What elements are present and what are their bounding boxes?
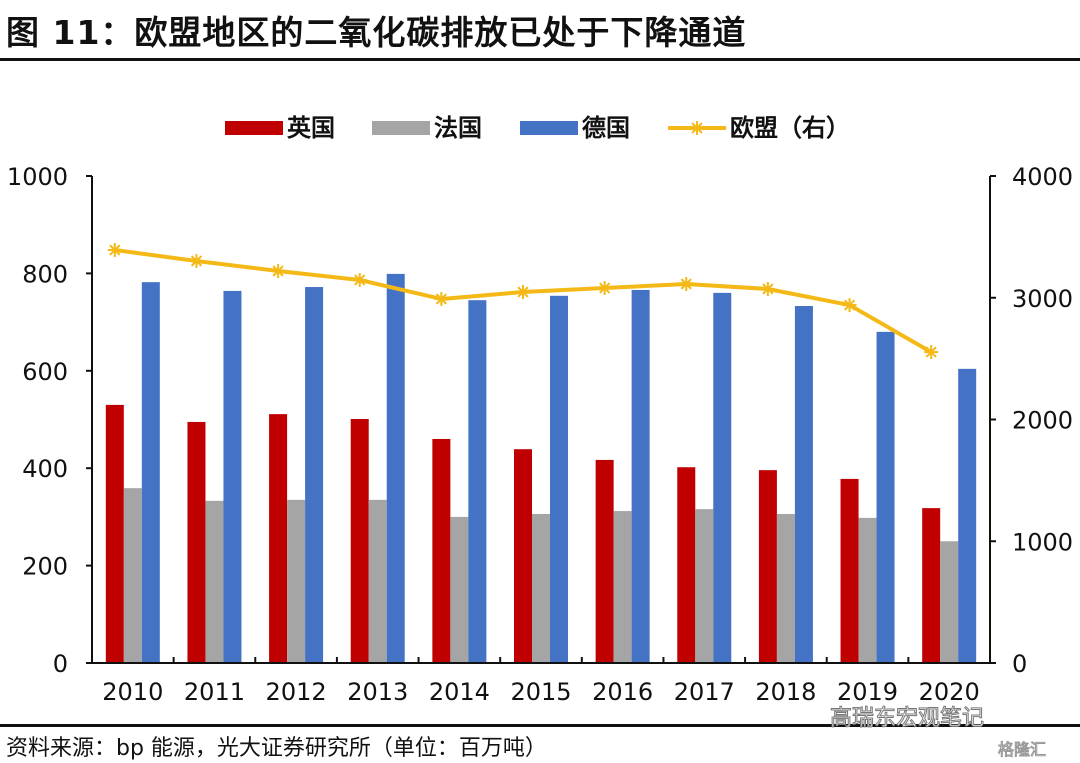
line-point-2016 [597,281,612,296]
line-point-2010 [107,243,122,258]
legend-item-1: 法国 [372,114,482,142]
bar-英国-2014 [432,438,451,663]
title-divider [0,58,1080,61]
legend-label: 欧盟（右） [730,114,850,142]
bar-法国-2018 [776,513,795,663]
bars [105,273,977,663]
right-tick-label: 3000 [1012,285,1073,313]
legend-label: 法国 [434,114,482,142]
bar-德国-2012 [305,287,324,663]
left-tick-label: 600 [22,358,68,386]
bar-德国-2011 [223,290,242,663]
right-tick-label: 2000 [1012,407,1073,435]
bar-英国-2015 [514,449,532,663]
bar-德国-2015 [550,295,568,663]
right-tick-label: 4000 [1012,163,1073,191]
bar-英国-2013 [350,419,369,663]
line-point-2012 [271,263,286,278]
x-tick-label: 2012 [266,678,327,706]
source-note: 资料来源：bp 能源，光大证券研究所（单位：百万吨） [6,736,547,761]
bar-英国-2020 [922,508,941,663]
bar-德国-2016 [631,289,650,663]
x-tick-label: 2020 [919,678,980,706]
line-point-2019 [842,298,857,313]
legend-item-3: 欧盟（右） [668,114,850,142]
bar-英国-2016 [595,459,614,663]
bar-法国-2020 [940,541,959,663]
bar-德国-2019 [876,331,895,663]
line-point-2017 [679,276,694,291]
bar-英国-2011 [187,421,206,663]
x-tick-label: 2018 [755,678,816,706]
legend-swatch [372,121,430,135]
bar-法国-2015 [532,513,550,663]
bar-英国-2019 [840,478,859,663]
bar-法国-2010 [123,488,142,663]
left-tick-label: 400 [22,455,68,483]
bar-英国-2012 [269,414,288,663]
line-point-2018 [760,281,775,296]
x-tick-label: 2014 [429,678,490,706]
x-tick-label: 2010 [102,678,163,706]
x-tick-label: 2019 [837,678,898,706]
bar-英国-2017 [677,467,696,663]
chart-title: 图 11：欧盟地区的二氧化碳排放已处于下降通道 [6,13,747,52]
chart-area: 英国 法国 德国 欧盟（右） 0 200 400 600 800 1000 0 1000 2000 30… [7,114,1073,706]
left-tick-label: 800 [22,260,68,288]
bar-德国-2020 [958,368,977,663]
legend-swatch [225,121,283,135]
line-point-2013 [352,272,367,287]
watermark-primary: 高瑞东宏观笔记 [829,706,985,732]
bar-德国-2017 [713,292,732,663]
left-tick-label: 0 [53,650,68,678]
x-tick-label: 2017 [674,678,735,706]
bar-德国-2010 [141,282,160,663]
line-point-2014 [434,291,449,306]
line-point-2011 [189,253,204,268]
right-tick-label: 0 [1012,650,1027,678]
bar-法国-2019 [858,517,877,663]
legend-item-0: 英国 [225,114,335,142]
left-tick-label: 1000 [7,163,68,191]
axes: 0 200 400 600 800 1000 0 1000 2000 3000 4000 2010 20… [7,163,1073,706]
bar-法国-2011 [205,500,224,663]
line-point-2015 [516,285,530,300]
bar-法国-2016 [613,511,632,663]
bar-法国-2014 [450,516,469,663]
bar-法国-2012 [287,499,306,663]
bar-法国-2017 [695,509,714,663]
right-tick-label: 1000 [1012,528,1073,556]
legend-item-2: 德国 [520,114,630,142]
line-point-2020 [924,345,939,360]
bar-德国-2013 [386,273,405,663]
eu-line [107,243,939,360]
bar-法国-2013 [368,499,387,663]
bar-德国-2014 [468,300,487,663]
legend-swatch [520,121,578,135]
legend-label: 英国 [287,114,335,142]
bar-英国-2018 [758,470,777,663]
legend-label: 德国 [582,114,630,142]
x-tick-label: 2015 [510,678,571,706]
left-tick-label: 200 [22,553,68,581]
x-tick-label: 2013 [347,678,408,706]
footer-divider [0,724,1080,727]
bar-英国-2010 [105,404,124,663]
x-tick-label: 2011 [184,678,245,706]
legend: 英国 法国 德国 欧盟（右） [225,114,850,142]
bar-德国-2018 [794,306,813,663]
x-tick-label: 2016 [592,678,653,706]
watermark-secondary: 格隆汇 [997,740,1047,760]
